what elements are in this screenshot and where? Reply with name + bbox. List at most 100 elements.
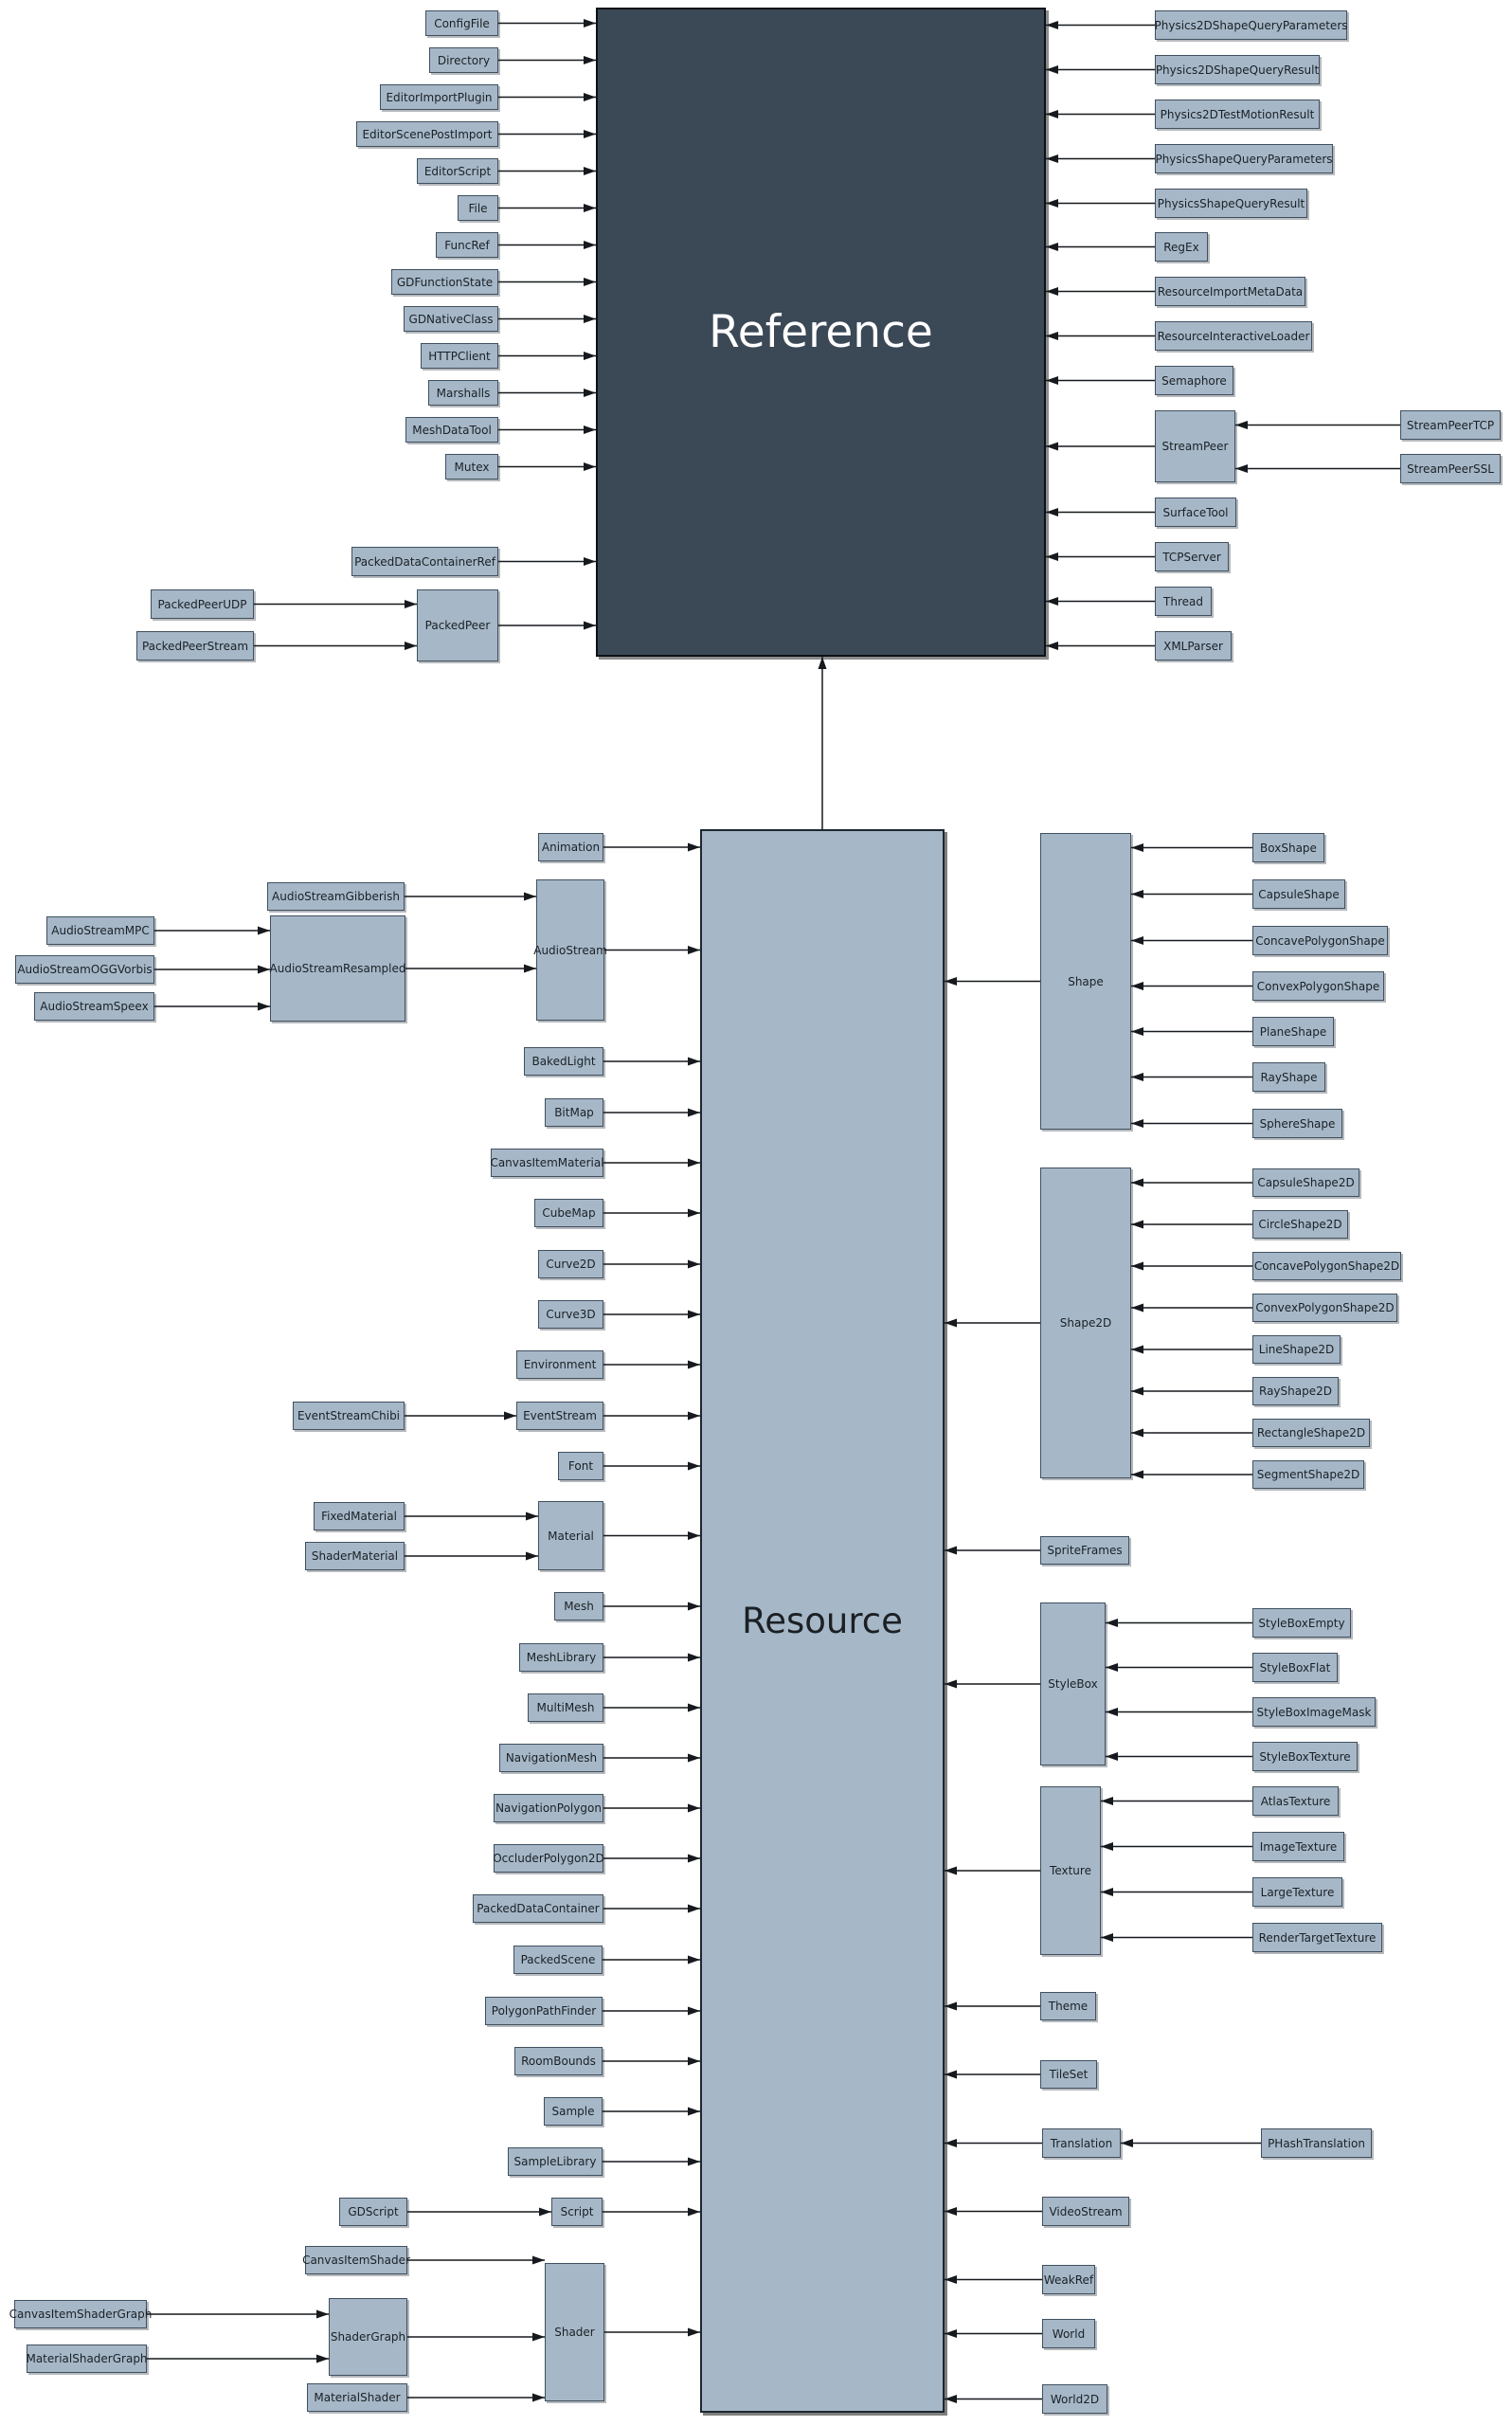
class-node-Translation: Translation [1042,2128,1121,2158]
class-node-EditorScenePostImport: EditorScenePostImport [356,121,498,147]
class-node-label-LargeTexture: LargeTexture [1260,1885,1335,1899]
arrowhead-icon-ConcavePolygonShape2D-to-Shape2D [1131,1261,1143,1271]
arrowhead-icon-AudioStreamOGGVorbis-to-AudioStreamResampled [258,965,270,974]
class-node-Mesh: Mesh [554,1592,603,1620]
arrowhead-icon-TileSet-to-Resource [945,2070,957,2079]
class-node-ImageTexture: ImageTexture [1252,1832,1344,1861]
arrowhead-icon-PHashTranslation-to-Translation [1121,2139,1133,2147]
class-node-GDNativeClass: GDNativeClass [404,306,498,332]
arrowhead-icon-MaterialShader-to-Shader [532,2393,545,2402]
class-node-BitMap: BitMap [545,1098,603,1127]
class-node-label-BoxShape: BoxShape [1260,841,1317,855]
class-node-PHashTranslation: PHashTranslation [1261,2128,1372,2158]
class-node-label-ImageTexture: ImageTexture [1259,1839,1338,1854]
class-node-XMLParser: XMLParser [1155,631,1232,661]
arrowhead-icon-Shape2D-to-Resource [945,1318,957,1328]
class-node-label-World: World [1052,2326,1086,2341]
class-node-label-GDScript: GDScript [348,2205,399,2218]
arrowhead-icon-Font-to-Resource [688,1461,700,1471]
class-node-label-NavigationPolygon: NavigationPolygon [495,1801,602,1815]
class-node-label-SampleLibrary: SampleLibrary [513,2155,597,2168]
class-node-PackedPeer: PackedPeer [417,589,498,661]
class-node-label-MultiMesh: MultiMesh [536,1701,595,1714]
arrowhead-icon-Translation-to-Resource [945,2139,957,2147]
class-node-ResourceInteractiveLoader: ResourceInteractiveLoader [1155,321,1312,351]
arrowhead-icon-Texture-to-Resource [945,1866,957,1875]
arrowhead-icon-AudioStreamSpeex-to-AudioStreamResampled [258,1002,270,1011]
arrowhead-icon-Directory-to-Reference [584,56,596,64]
arrowhead-icon-WeakRef-to-Resource [945,2275,957,2284]
class-node-Physics2DShapeQueryResult: Physics2DShapeQueryResult [1155,55,1320,84]
class-node-label-Shape: Shape [1068,974,1104,988]
class-node-Texture: Texture [1040,1786,1101,1955]
arrowhead-icon-World2D-to-Resource [945,2395,957,2403]
arrowhead-icon-ShaderMaterial-to-Material [526,1551,538,1561]
arrowhead-icon-LineShape2D-to-Shape2D [1131,1345,1143,1354]
class-node-MeshDataTool: MeshDataTool [405,417,498,443]
arrowhead-icon-RayShape-to-Shape [1131,1073,1143,1081]
class-node-label-CanvasItemMaterial: CanvasItemMaterial [490,1156,604,1169]
class-node-label-Thread: Thread [1163,594,1203,608]
arrowhead-icon-StyleBox-to-Resource [945,1679,957,1689]
class-node-label-Sample: Sample [551,2105,595,2118]
class-node-label-SegmentShape2D: SegmentShape2D [1256,1468,1360,1481]
arrowhead-icon-Mutex-to-Reference [584,462,596,471]
class-node-label-Theme: Theme [1048,2000,1089,2013]
class-node-label-EditorScript: EditorScript [423,164,492,178]
class-node-ConcavePolygonShape: ConcavePolygonShape [1252,926,1388,955]
arrowhead-icon-RectangleShape2D-to-Shape2D [1131,1428,1143,1438]
arrowhead-icon-StreamPeerTCP-to-StreamPeer [1235,421,1248,429]
class-node-Thread: Thread [1155,587,1212,616]
class-node-label-FixedMaterial: FixedMaterial [321,1510,397,1523]
class-node-Shape2D: Shape2D [1040,1168,1131,1478]
class-node-Environment: Environment [516,1350,603,1379]
class-node-GDFunctionState: GDFunctionState [391,269,498,295]
class-node-EventStream: EventStream [516,1402,603,1430]
class-node-AtlasTexture: AtlasTexture [1252,1786,1339,1816]
arrowhead-icon-Environment-to-Resource [688,1360,700,1369]
arrowhead-icon-ShaderGraph-to-Shader [532,2332,545,2342]
arrowhead-icon-FuncRef-to-Reference [584,241,596,249]
arrowhead-icon-FixedMaterial-to-Material [526,1512,538,1521]
arrowhead-icon-StyleBoxFlat-to-StyleBox [1106,1663,1118,1672]
arrowhead-icon-RoomBounds-to-Resource [688,2056,700,2066]
class-node-BakedLight: BakedLight [524,1047,603,1076]
class-node-MaterialShader: MaterialShader [307,2383,407,2412]
class-node-Animation: Animation [538,833,603,861]
class-node-AudioStreamOGGVorbis: AudioStreamOGGVorbis [15,955,154,984]
arrowhead-icon-AudioStreamGibberish-to-AudioStream [524,892,536,901]
class-node-EditorImportPlugin: EditorImportPlugin [380,84,498,110]
arrowhead-icon-ResourceInteractiveLoader-to-Reference [1046,332,1058,340]
arrowhead-icon-Shape-to-Resource [945,977,957,986]
class-node-label-EditorScenePostImport: EditorScenePostImport [362,127,493,141]
arrowhead-icon-TCPServer-to-Reference [1046,552,1058,561]
class-node-StyleBoxTexture: StyleBoxTexture [1252,1742,1358,1771]
class-node-label-SphereShape: SphereShape [1259,1116,1336,1131]
class-node-PolygonPathFinder: PolygonPathFinder [485,1997,603,2025]
arrowhead-icon-World-to-Resource [945,2329,957,2338]
class-node-RoomBounds: RoomBounds [514,2047,603,2075]
arrowhead-icon-StyleBoxEmpty-to-StyleBox [1106,1619,1118,1627]
arrowhead-icon-GDNativeClass-to-Reference [584,315,596,323]
arrowhead-icon-EditorScript-to-Reference [584,167,596,175]
class-node-ConvexPolygonShape2D: ConvexPolygonShape2D [1252,1294,1397,1322]
class-node-label-StreamPeerTCP: StreamPeerTCP [1406,418,1495,432]
class-node-label-Font: Font [567,1459,594,1473]
arrowhead-icon-EditorScenePostImport-to-Reference [584,130,596,138]
class-node-label-GDFunctionState: GDFunctionState [396,275,494,289]
class-node-CanvasItemMaterial: CanvasItemMaterial [490,1149,604,1177]
class-node-label-RenderTargetTexture: RenderTargetTexture [1258,1930,1377,1945]
class-node-StyleBox: StyleBox [1040,1602,1106,1765]
class-node-OccluderPolygon2D: OccluderPolygon2D [493,1844,604,1873]
arrowhead-icon-BoxShape-to-Shape [1131,843,1143,852]
arrowhead-icon-Sample-to-Resource [688,2107,700,2116]
class-node-Shape: Shape [1040,833,1131,1130]
arrowhead-icon-OccluderPolygon2D-to-Resource [688,1854,700,1863]
class-node-MultiMesh: MultiMesh [528,1693,603,1722]
class-node-label-Physics2DTestMotionResult: Physics2DTestMotionResult [1160,107,1315,121]
arrowhead-icon-SpriteFrames-to-Resource [945,1546,957,1555]
arrowhead-icon-BakedLight-to-Resource [688,1057,700,1066]
class-node-label-ConcavePolygonShape: ConcavePolygonShape [1255,933,1385,948]
class-node-PhysicsShapeQueryResult: PhysicsShapeQueryResult [1155,189,1307,218]
class-node-AudioStream: AudioStream [533,879,607,1021]
